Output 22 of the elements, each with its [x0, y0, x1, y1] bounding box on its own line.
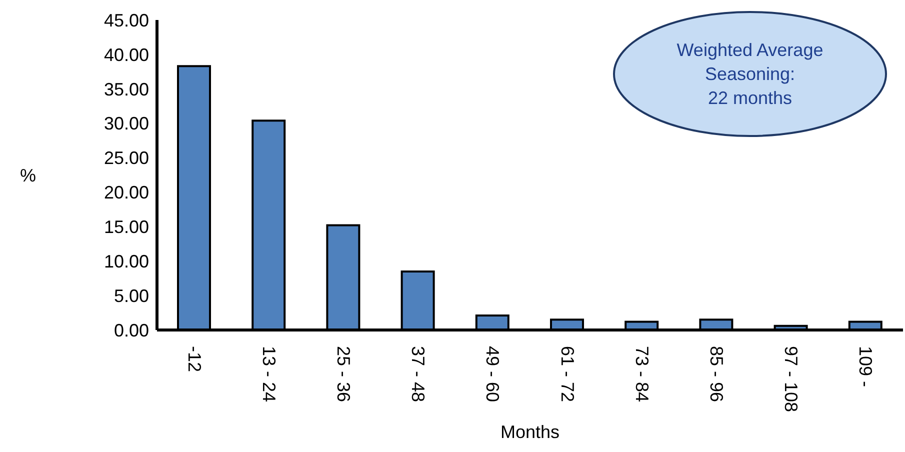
- y-tick-label: 25.00: [104, 148, 149, 168]
- y-tick-label: 40.00: [104, 44, 149, 65]
- y-tick-label: 20.00: [104, 182, 149, 203]
- y-tick-label: 10.00: [104, 252, 149, 272]
- y-tick-label: 15.00: [104, 217, 149, 238]
- x-tick-label: 73 - 84: [632, 346, 652, 402]
- y-axis-title: %: [20, 165, 36, 186]
- x-tick-label: 61 - 72: [557, 346, 578, 402]
- x-tick-label: 97 - 108: [781, 346, 802, 412]
- y-tick-label: 45.00: [104, 10, 149, 30]
- y-tick-label: 0.00: [114, 320, 149, 340]
- x-tick-label: 37 - 48: [408, 346, 428, 402]
- y-tick-label: 5.00: [114, 286, 149, 306]
- x-axis-title: Months: [500, 422, 560, 442]
- x-tick-label: 13 - 24: [258, 346, 279, 402]
- x-tick-label: 109 -: [856, 346, 876, 388]
- y-tick-label: 30.00: [104, 114, 149, 134]
- y-tick-label: 35.00: [104, 79, 149, 100]
- x-tick-label: 85 - 96: [706, 346, 726, 402]
- x-tick-label: 25 - 36: [334, 346, 354, 402]
- x-tick-label: 49 - 60: [482, 346, 503, 402]
- x-tick-label: -12: [184, 346, 204, 372]
